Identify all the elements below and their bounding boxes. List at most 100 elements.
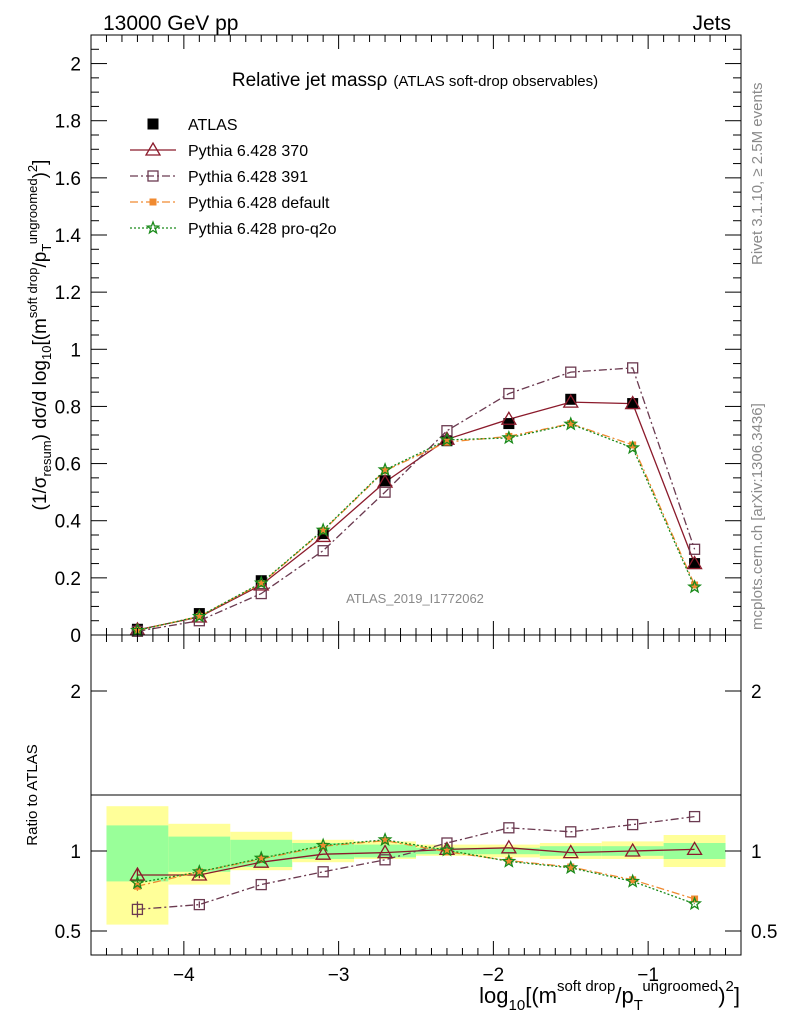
data-point: [629, 441, 637, 449]
data-point: [687, 579, 703, 594]
main-y-axis-label: (1/σresum) dσ/d log10[(msoft drop/pTungr…: [25, 160, 54, 511]
data-point: [257, 580, 265, 588]
ratio-data-point: [503, 822, 515, 834]
ratio-data-point: [505, 857, 513, 865]
y-tick-label: 1: [70, 340, 81, 361]
data-point: [319, 527, 327, 535]
y-tick-label: 0.4: [55, 512, 82, 533]
legend: ATLAS Pythia 6.428 370 Pythia 6.428 391 Pyt…: [130, 117, 337, 238]
ratio-data-point: [255, 878, 267, 891]
y-tick-label-right: 0.5: [751, 922, 777, 943]
series-line: [137, 423, 696, 632]
ratio-data-point: [624, 842, 641, 857]
x-axis-label: log10[(msoft drop/pTungroomed)2]: [479, 978, 740, 1014]
legend-marker: [147, 170, 159, 182]
y-tick-label: 2: [70, 682, 81, 703]
ratio-data-point: [500, 839, 517, 854]
ratio-data-point: [195, 868, 203, 876]
ratio-data-point: [687, 895, 703, 911]
data-point: [500, 410, 517, 425]
legend-entry: Pythia 6.428 370: [188, 143, 308, 160]
y-tick-label: 1: [70, 842, 81, 863]
legend-entry: Pythia 6.428 391: [188, 169, 308, 186]
data-point: [377, 462, 393, 477]
rivet-version-label: Rivet 3.1.10, ≥ 2.5M events: [749, 83, 766, 266]
data-point: [691, 581, 699, 589]
ratio-data-point: [563, 859, 579, 875]
data-point: [563, 416, 579, 431]
ratio-data-point: [131, 903, 144, 916]
series-line: [137, 401, 696, 631]
ratio-data-point: [315, 845, 332, 860]
ratio-data-point: [562, 844, 579, 859]
ratio-data-point: [317, 866, 329, 878]
data-point: [688, 543, 701, 555]
main-axis-ticks: 0 0.2 0.4 0.6 0.8 1 1.2 1.4 1.6 1.8 2: [55, 34, 742, 647]
analysis-watermark: ATLAS_2019_I1772062: [346, 591, 484, 606]
ratio-data-point: [565, 826, 577, 838]
ratio-data-point: [439, 842, 455, 857]
data-point: [255, 587, 267, 600]
main-panel: 0 0.2 0.4 0.6 0.8 1 1.2 1.4 1.6 1.8 2 Relative jet…: [25, 34, 742, 647]
data-point: [562, 393, 579, 408]
y-tick-label: 1.8: [55, 112, 81, 133]
data-point: [689, 558, 701, 570]
x-tick-label: −4: [173, 965, 195, 986]
legend-entry: Pythia 6.428 pro-q2o: [188, 221, 337, 238]
title-text: Relative jet massρ: [232, 70, 388, 91]
subtitle-text: (ATLAS soft-drop observables): [393, 73, 598, 90]
legend-marker: [144, 141, 162, 156]
data-point: [503, 418, 515, 430]
y-tick-label: 0.2: [55, 569, 81, 590]
data-point: [565, 393, 577, 405]
ratio-data-point: [315, 837, 331, 852]
ratio-data-point: [686, 841, 703, 856]
chart-title: Relative jet massρ (ATLAS soft-drop obser…: [232, 70, 598, 91]
x-tick-label: −1: [637, 965, 659, 986]
legend-marker: [149, 198, 157, 206]
ratio-series-line: [137, 839, 695, 900]
ratio-data-point: [567, 863, 575, 871]
ratio-data-point: [129, 866, 146, 881]
data-point: [317, 545, 329, 557]
data-point: [195, 612, 203, 620]
data-point: [253, 575, 269, 590]
x-tick-label: −2: [483, 965, 505, 986]
stat-uncertainty-band: [354, 844, 416, 858]
data-point: [627, 398, 639, 410]
ratio-data-point: [379, 854, 391, 866]
data-point: [565, 366, 577, 378]
data-point: [627, 362, 639, 374]
legend-entry: ATLAS: [188, 117, 238, 134]
ratio-panel: −4 −3 −2 −1 0.5 1 2 0.5 1 2 Ratio to ATLAS log10[…: [24, 634, 777, 1014]
data-point: [379, 486, 391, 498]
ratio-data-point: [381, 837, 389, 845]
ratio-data-point: [688, 810, 701, 823]
ratio-data-point: [376, 844, 394, 859]
ratio-y-axis-label: Ratio to ATLAS: [24, 744, 41, 845]
ratio-series-layer: [129, 810, 703, 918]
data-point: [503, 387, 515, 400]
main-series-layer: [129, 362, 703, 637]
series-line: [137, 367, 696, 632]
y-tick-label: 1.4: [55, 226, 82, 247]
ratio-data-point: [501, 853, 517, 868]
series-line: [137, 422, 696, 632]
legend-marker: [145, 220, 161, 235]
y-tick-label-right: 2: [751, 682, 762, 703]
ratio-series-line: [137, 847, 695, 876]
stat-uncertainty-band: [292, 843, 355, 859]
y-tick-label: 2: [70, 55, 81, 76]
y-tick-label: 0: [70, 626, 81, 647]
stat-uncertainty-band: [477, 847, 540, 855]
data-point: [439, 432, 455, 447]
ratio-data-point: [625, 873, 641, 888]
ratio-data-point: [129, 875, 145, 890]
data-point: [379, 475, 391, 487]
data-point: [315, 522, 331, 537]
ratio-axis-ticks: −4 −3 −2 −1 0.5 1 2 0.5 1 2: [55, 635, 777, 986]
y-tick-label: 1.2: [55, 283, 81, 304]
ratio-data-point: [377, 831, 393, 847]
ratio-data-point: [319, 842, 327, 850]
